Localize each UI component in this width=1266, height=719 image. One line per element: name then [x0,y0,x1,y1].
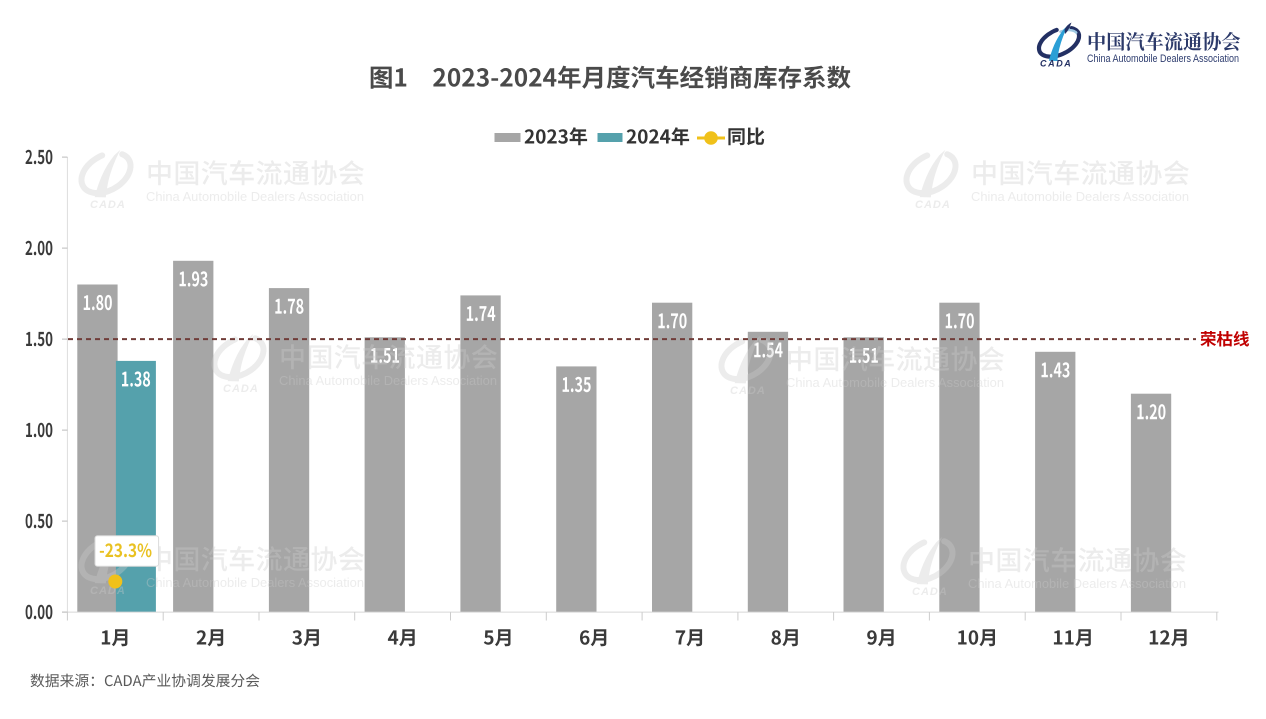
svg-text:China Automobile Dealers Assoc: China Automobile Dealers Association [1087,53,1239,65]
svg-text:CADA: CADA [1040,59,1072,69]
